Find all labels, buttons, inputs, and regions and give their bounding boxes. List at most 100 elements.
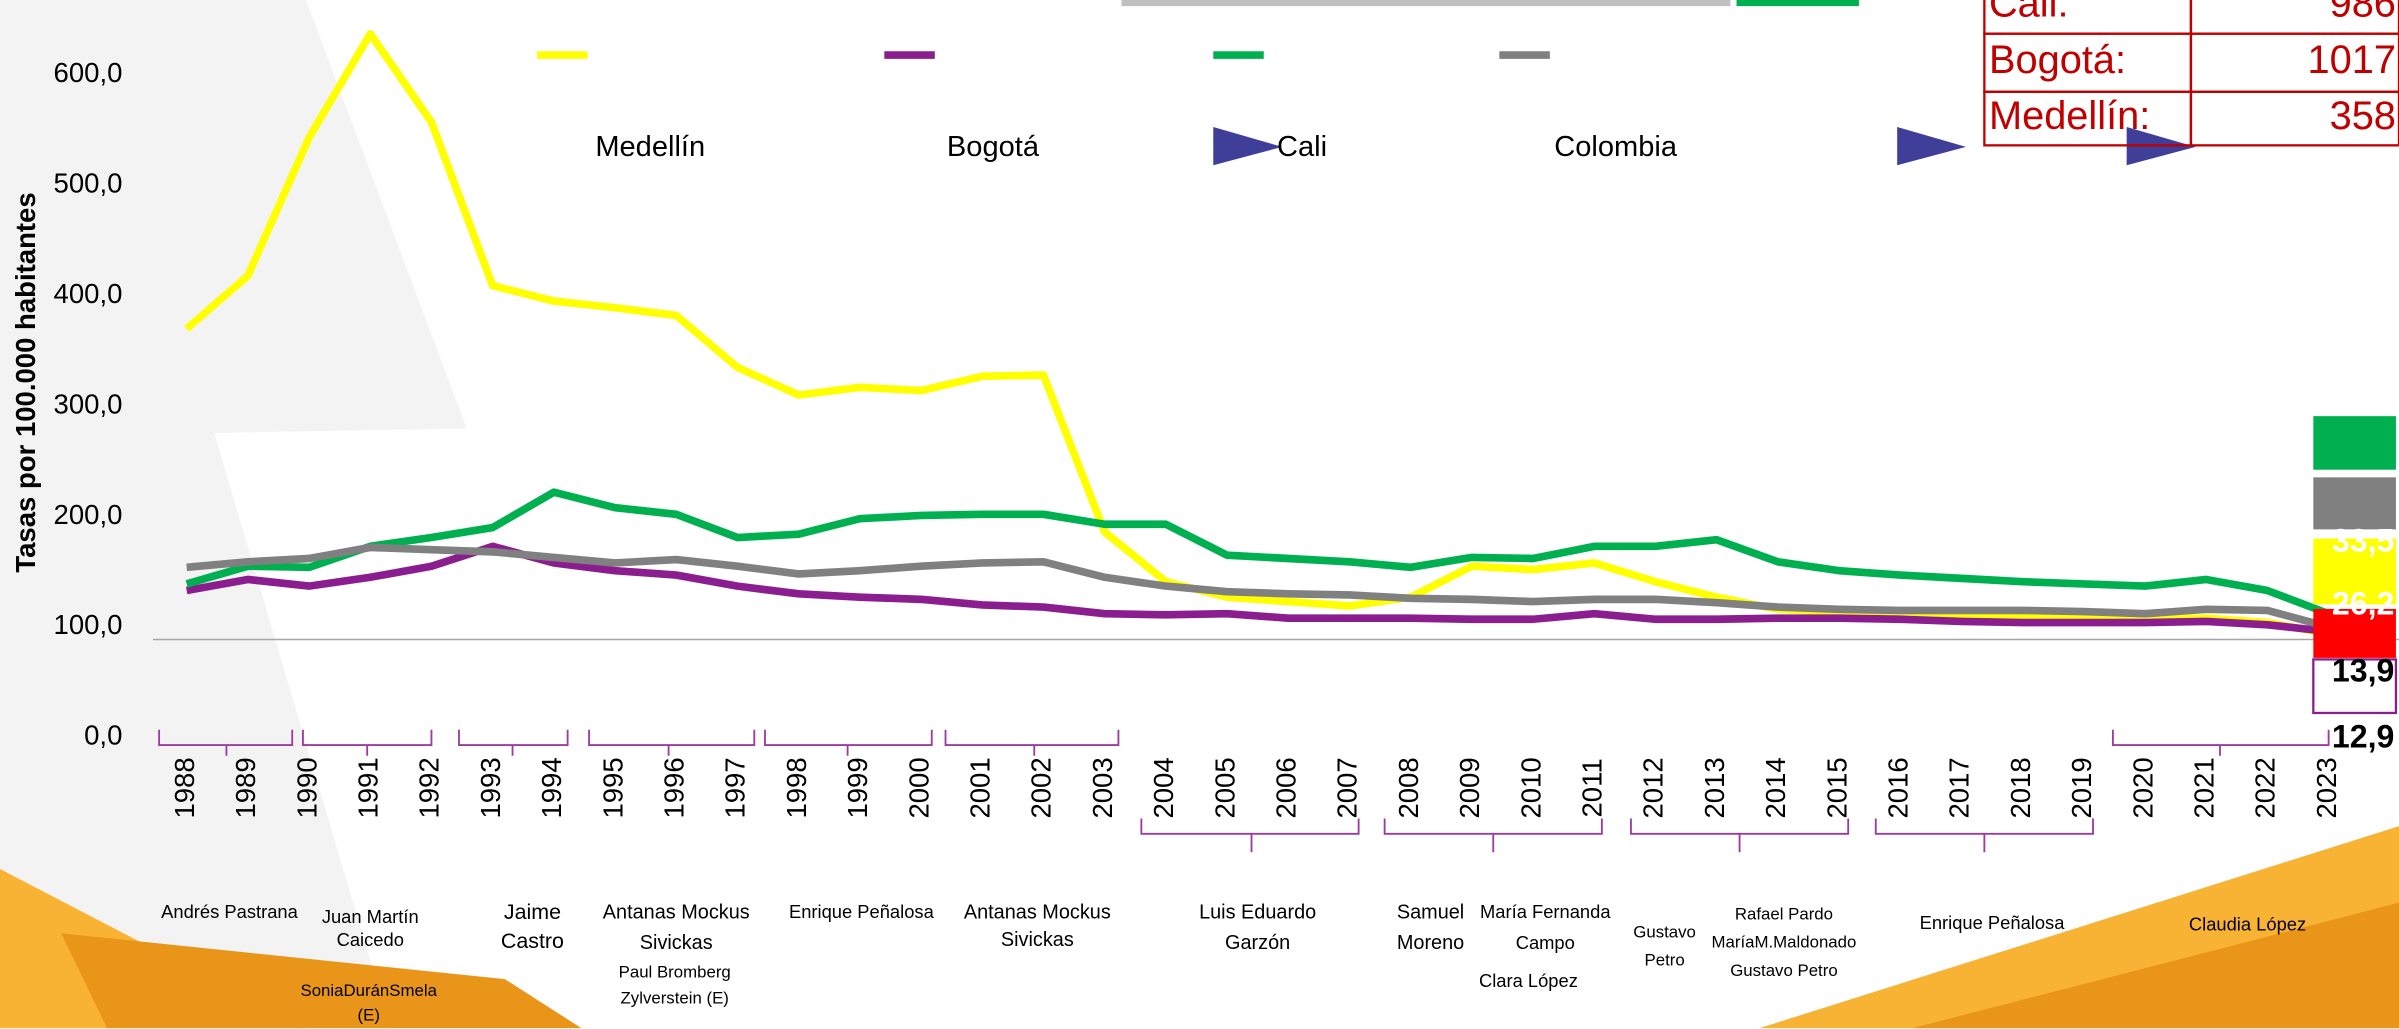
y-axis-title: Tasas por 100.000 habitantes: [10, 192, 41, 572]
period-bracket: [158, 729, 294, 756]
x-tick-label: 1989: [230, 757, 261, 818]
period-bracket: [944, 729, 1120, 756]
corner-decoration: [1912, 902, 2399, 1029]
end-label: 26,2: [2332, 585, 2395, 621]
legend-label: Medellín: [595, 131, 705, 163]
period-bracket: [2111, 729, 2330, 756]
x-tick-label: 2019: [2066, 757, 2097, 818]
x-tick-label: 1999: [842, 757, 873, 818]
corner-decoration: [61, 933, 582, 1029]
y-tick-label: 100,0: [54, 609, 123, 640]
period-bracket: [1874, 818, 2094, 853]
y-tick-label: 500,0: [54, 167, 123, 198]
mayor-name: Samuel: [1397, 902, 1464, 924]
table-cell: [2189, 90, 2399, 147]
x-tick-label: 2003: [1087, 757, 1118, 818]
end-box: [2313, 538, 2396, 605]
period-bracket: [1140, 818, 1360, 853]
x-tick-label: 2004: [1148, 757, 1179, 818]
mayor-name: (E): [358, 1005, 380, 1024]
mayor-name: SoniaDuránSmela: [300, 981, 437, 1000]
end-label: 13,9: [2332, 653, 2395, 689]
table-label: Bogotá:: [1989, 38, 2126, 82]
x-tick-label: 2002: [1026, 757, 1057, 818]
mayor-name: Paul Bromberg: [619, 963, 731, 982]
mayor-name: Claudia López: [2189, 913, 2306, 934]
x-tick-label: 2012: [1638, 757, 1669, 818]
period-bracket: [302, 729, 433, 756]
x-tick-label: 1991: [353, 757, 384, 818]
x-tick-label: 2016: [1882, 757, 1913, 818]
x-tick-label: 2001: [965, 757, 996, 818]
top-bar: [1736, 0, 1859, 7]
x-tick-label: 1988: [169, 757, 200, 818]
y-tick-label: 400,0: [54, 278, 123, 309]
mayor-name: Enrique Peñalosa: [789, 901, 935, 922]
series-line: [186, 543, 2330, 631]
x-tick-label: 2000: [903, 757, 934, 818]
x-tick-label: 1997: [720, 757, 751, 818]
arrow-decoration: [1897, 126, 1967, 166]
x-tick-label: 2010: [1515, 757, 1546, 818]
x-tick-label: 2007: [1332, 757, 1363, 818]
period-bracket: [1383, 818, 1603, 853]
period-bracket: [588, 729, 756, 756]
mayor-name: Antanas Mockus: [603, 902, 750, 924]
table-value: 358: [2330, 94, 2396, 138]
mayor-name: Gustavo: [1633, 923, 1696, 942]
series-line: [184, 29, 2330, 638]
end-box: [2312, 658, 2398, 715]
end-box: [2313, 416, 2396, 470]
x-tick-label: 2020: [2127, 757, 2158, 818]
x-tick-label: 2014: [1760, 757, 1791, 818]
mayor-name: Zylverstein (E): [621, 989, 729, 1008]
mayor-name: MaríaM.Maldonado: [1712, 933, 1857, 952]
top-bar: [1121, 0, 1731, 7]
mayor-name: Sivickas: [1001, 929, 1074, 951]
end-label: 12,9: [2332, 718, 2395, 754]
mayor-name: Rafael Pardo: [1735, 904, 1833, 923]
mayor-name: Enrique Peñalosa: [1920, 912, 2066, 933]
mayor-name: Gustavo Petro: [1730, 961, 1837, 980]
series-line: [185, 488, 2330, 618]
mayor-name: Juan Martín: [322, 906, 419, 927]
x-tick-label: 1994: [536, 757, 567, 818]
mayor-name: Campo: [1516, 932, 1575, 953]
mayor-name: Sivickas: [640, 932, 713, 954]
period-bracket: [458, 729, 569, 756]
table-label: Cali:: [1989, 0, 2069, 26]
mayor-name: Petro: [1645, 950, 1685, 969]
legend-label: Cali: [1277, 131, 1327, 163]
end-box: [2313, 477, 2396, 530]
mayor-name: Caicedo: [337, 929, 404, 950]
x-tick-label: 2009: [1454, 757, 1485, 818]
x-tick-label: 1992: [414, 757, 445, 818]
table-label: Medellín:: [1989, 94, 2150, 138]
y-tick-label: 200,0: [54, 499, 123, 530]
x-tick-label: 1995: [597, 757, 628, 818]
y-tick-label: 600,0: [54, 57, 123, 88]
mayor-name: Clara López: [1479, 970, 1578, 991]
mayor-name: María Fernanda: [1480, 901, 1611, 922]
mayor-name: Luis Eduardo: [1199, 902, 1316, 924]
period-bracket: [764, 729, 933, 756]
legend-label: Bogotá: [947, 131, 1040, 163]
x-tick-label: 2018: [2005, 757, 2036, 818]
x-tick-label: 2013: [1699, 757, 1730, 818]
background-shape: [0, 0, 467, 1029]
x-tick-label: 2017: [1944, 757, 1975, 818]
table-value: 986: [2330, 0, 2396, 26]
arrow-decoration: [1213, 126, 1283, 166]
x-tick-label: 2005: [1209, 757, 1240, 818]
x-tick-label: 1990: [291, 757, 322, 818]
table-value: 1017: [2307, 38, 2395, 82]
x-tick-label: 2011: [1576, 758, 1607, 817]
end-label: 33,5: [2332, 523, 2395, 559]
mayor-name: Jaime: [504, 900, 561, 924]
period-bracket: [1630, 818, 1850, 853]
y-tick-label: 300,0: [54, 388, 123, 419]
x-tick-label: 1996: [659, 757, 690, 818]
x-tick-label: 1998: [781, 757, 812, 818]
